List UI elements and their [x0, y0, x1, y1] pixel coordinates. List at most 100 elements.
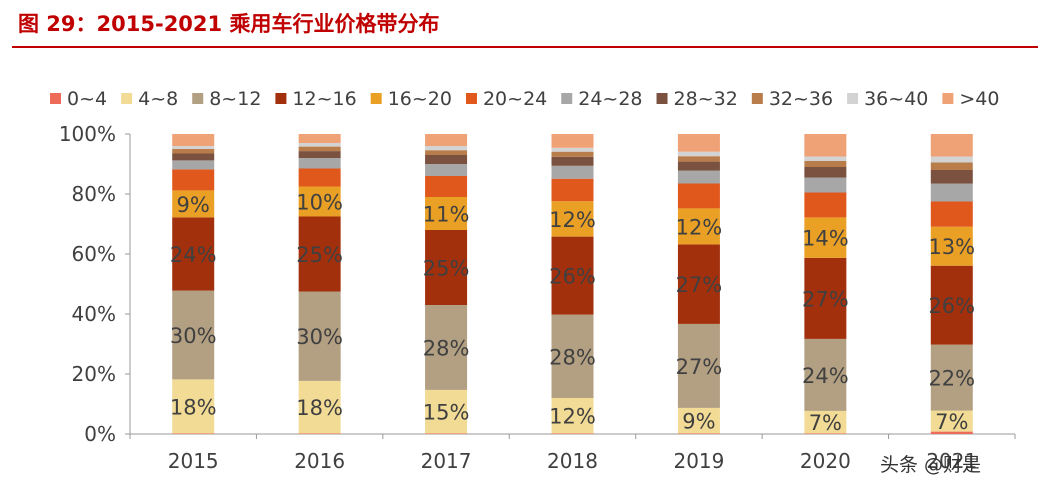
bar-segment-16-20 [551, 201, 594, 237]
bar-segment-36-40 [425, 146, 468, 151]
bar-segment-36-40 [677, 151, 720, 157]
data-label: 13% [928, 235, 975, 259]
bar-segment-20-24 [804, 192, 847, 218]
legend-swatch [656, 93, 668, 104]
data-label: 7% [809, 411, 842, 435]
bar-segment--40 [551, 134, 594, 148]
data-label: 9% [177, 193, 210, 217]
bar-segment-20-24 [425, 176, 468, 197]
bar-segment-32-36 [551, 151, 594, 157]
data-label: 24% [170, 243, 217, 267]
figure-title: 图 29：2015-2021 乘用车行业价格带分布 [18, 12, 440, 36]
legend-label: 20~24 [483, 88, 547, 110]
legend-swatch [942, 93, 954, 104]
bar-segment-12-16 [551, 236, 594, 315]
bar-segment-16-20 [172, 190, 215, 218]
data-label: 18% [170, 395, 217, 419]
bar-segment-0-4 [551, 433, 594, 434]
bar-segment-4-8 [298, 380, 341, 434]
bar-segment-16-20 [930, 226, 973, 266]
data-label: 26% [928, 294, 975, 318]
bar-segment-8-12 [425, 305, 468, 390]
data-label: 27% [676, 273, 723, 297]
y-tick-label: 40% [72, 302, 116, 326]
bar-segment-8-12 [298, 291, 341, 381]
x-tick-label: 2016 [294, 449, 345, 473]
legend-swatch [275, 93, 287, 104]
bar-segment-32-36 [172, 149, 215, 154]
bar-segment-24-28 [298, 158, 341, 169]
bar-segment-20-24 [551, 178, 594, 202]
bar-segment-4-8 [930, 410, 973, 432]
data-label: 26% [549, 265, 596, 289]
bar-segment-32-36 [930, 162, 973, 170]
bar-segment-24-28 [930, 183, 973, 202]
bar-segment-28-32 [677, 161, 720, 171]
bar-segment-32-36 [677, 156, 720, 162]
legend-swatch [465, 93, 477, 104]
y-tick-label: 80% [72, 182, 116, 206]
bar-segment--40 [677, 134, 720, 152]
legend-swatch [561, 93, 573, 104]
x-tick-label: 2021 [926, 449, 977, 473]
bar-segment-36-40 [930, 156, 973, 163]
bar-segment-4-8 [677, 407, 720, 434]
bar-segment-0-4 [804, 433, 847, 434]
bar-segment-0-4 [425, 433, 468, 434]
bar-segment-0-4 [677, 433, 720, 434]
legend-label: 12~16 [292, 88, 356, 110]
data-label: 27% [676, 355, 723, 379]
bar-segment-36-40 [551, 147, 594, 152]
bar-segment-0-4 [930, 431, 973, 434]
bar-segment-12-16 [930, 265, 973, 345]
bar-segment-0-4 [298, 433, 341, 434]
y-tick-label: 60% [72, 242, 116, 266]
bar-segment-36-40 [298, 143, 341, 147]
data-label: 25% [296, 243, 343, 267]
bar-segment-24-28 [425, 164, 468, 176]
legend-swatch [50, 93, 61, 104]
legend-label: 36~40 [864, 88, 928, 110]
legend-swatch [370, 93, 382, 104]
y-tick-label: 20% [72, 362, 116, 386]
legend-label: 4~8 [138, 88, 178, 110]
legend-label: 16~20 [388, 88, 452, 110]
bar-segment-16-20 [298, 186, 341, 217]
watermark: 头条 @财是 [880, 454, 982, 476]
bar-segment--40 [172, 134, 215, 146]
title-rule [12, 46, 1038, 48]
data-label: 7% [935, 410, 968, 434]
y-tick-label: 100% [59, 122, 116, 146]
bar-segment-20-24 [172, 169, 215, 191]
legend-swatch [121, 93, 133, 104]
legend-label: 0~4 [67, 88, 107, 110]
legend-swatch [847, 93, 859, 104]
data-label: 11% [423, 203, 470, 227]
data-label: 22% [928, 367, 975, 391]
bar-segment-24-28 [172, 160, 215, 170]
data-label: 14% [802, 227, 849, 251]
data-label: 30% [170, 324, 217, 348]
data-label: 27% [802, 287, 849, 311]
bar-segment-16-20 [425, 197, 468, 230]
bar-segment--40 [930, 134, 973, 157]
legend-swatch [192, 93, 204, 104]
bar-segment-12-16 [677, 244, 720, 324]
data-label: 12% [676, 215, 723, 239]
data-label: 18% [296, 396, 343, 420]
bar-segment--40 [804, 134, 847, 157]
bar-segment-24-28 [804, 177, 847, 193]
bar-segment-16-20 [677, 208, 720, 245]
data-label: 10% [296, 191, 343, 215]
data-label: 28% [423, 336, 470, 360]
bar-segment-0-4 [172, 433, 215, 434]
bar-segment-4-8 [804, 410, 847, 434]
bar-segment-20-24 [677, 183, 720, 209]
bar-segment--40 [425, 134, 468, 146]
bar-segment-28-32 [425, 155, 468, 164]
bar-segment-28-32 [298, 151, 341, 158]
bar-segment-12-16 [425, 230, 468, 305]
bar-segment-32-36 [425, 150, 468, 155]
bar-segment-8-12 [172, 290, 215, 380]
